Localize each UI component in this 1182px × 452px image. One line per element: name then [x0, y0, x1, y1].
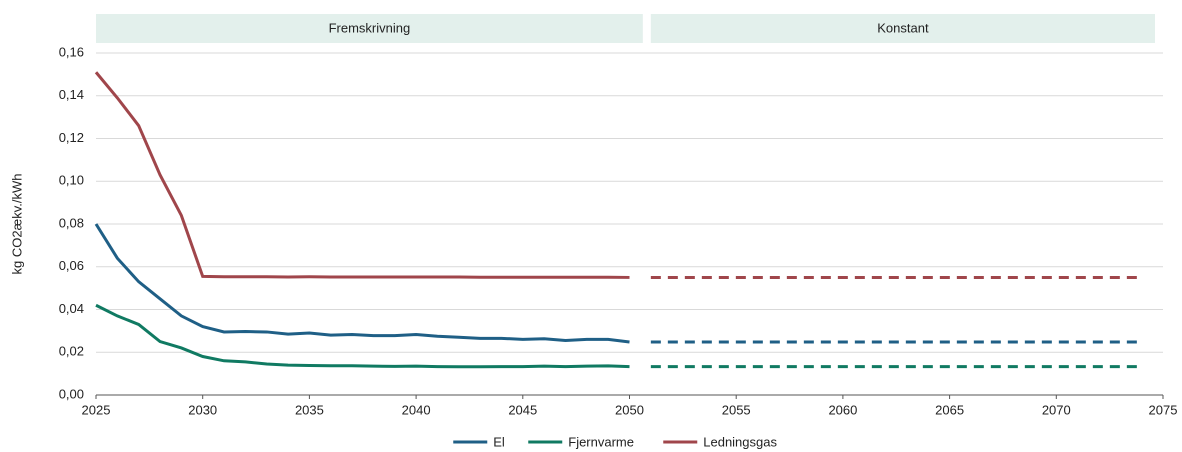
x-tick-label: 2035 [295, 402, 324, 417]
legend-label: El [493, 434, 505, 449]
x-tick-label: 2075 [1149, 402, 1178, 417]
y-tick-label: 0,16 [59, 44, 84, 59]
x-tick-label: 2025 [82, 402, 111, 417]
panel-header [96, 14, 643, 43]
legend-label: Ledningsgas [703, 434, 777, 449]
panel-header [650, 14, 1155, 43]
x-tick-label: 2055 [722, 402, 751, 417]
x-tick-label: 2060 [828, 402, 857, 417]
panel-label: Konstant [877, 20, 929, 35]
y-tick-label: 0,04 [59, 301, 84, 316]
line [94, 223, 630, 344]
y-tick-label: 0,08 [59, 215, 84, 230]
y-tick-label: 0,02 [59, 344, 84, 359]
y-tick-label: 0,06 [59, 258, 84, 273]
y-axis-label: kg CO2ækv./kWh [9, 174, 24, 275]
x-tick-label: 2040 [402, 402, 431, 417]
panel-label: Fremskrivning [329, 20, 411, 35]
line [94, 71, 630, 279]
x-tick-label: 2045 [508, 402, 537, 417]
line [95, 303, 630, 369]
y-tick-label: 0,14 [59, 87, 84, 102]
x-tick-label: 2030 [188, 402, 217, 417]
y-tick-label: 0,12 [59, 130, 84, 145]
x-tick-label: 2050 [615, 402, 644, 417]
x-tick-label: 2065 [935, 402, 964, 417]
x-tick-label: 2070 [1042, 402, 1071, 417]
legend-label: Fjernvarme [568, 434, 634, 449]
y-tick-label: 0,00 [59, 386, 84, 401]
y-tick-label: 0,10 [59, 173, 84, 188]
